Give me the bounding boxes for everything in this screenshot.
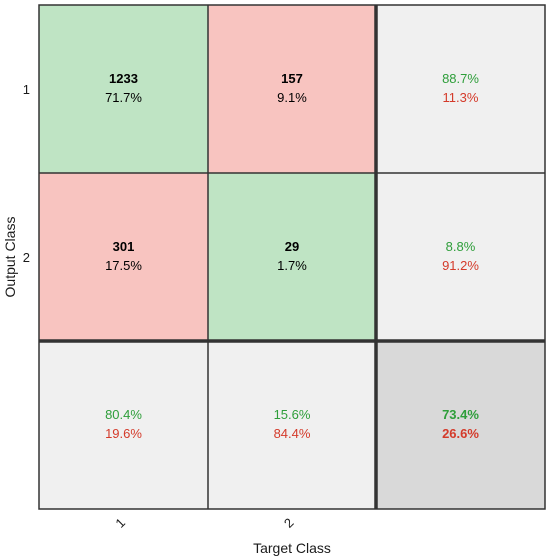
- cell-background: [376, 173, 545, 341]
- cell-count: 29: [285, 239, 299, 254]
- cell-correct-rate: 8.8%: [446, 239, 476, 254]
- y-tick-label-1: 1: [23, 82, 30, 97]
- cell-count: 301: [113, 239, 135, 254]
- cell-count: 157: [281, 71, 303, 86]
- matrix-cell-r3-c1: 80.4% 19.6%: [39, 341, 208, 509]
- cell-count: 1233: [109, 71, 138, 86]
- cell-error-rate: 91.2%: [442, 258, 479, 273]
- plot-border: [38, 4, 546, 510]
- matrix-cell-r3-c3: 73.4% 26.6%: [376, 341, 545, 509]
- cell-error-rate: 26.6%: [442, 426, 479, 441]
- matrix-cell-r1-c2: 157 9.1%: [208, 5, 376, 173]
- cell-percentage: 17.5%: [105, 258, 142, 273]
- matrix-cell-r2-c2: 29 1.7%: [208, 173, 376, 341]
- matrix-cell-r1-c3: 88.7% 11.3%: [376, 5, 545, 173]
- cell-background: [208, 5, 376, 173]
- cell-background: [39, 341, 208, 509]
- cell-percentage: 1.7%: [277, 258, 307, 273]
- cell-background: [376, 341, 545, 509]
- cell-correct-rate: 73.4%: [442, 407, 479, 422]
- matrix-cell-r1-c1: 1233 71.7%: [39, 5, 208, 173]
- cell-correct-rate: 80.4%: [105, 407, 142, 422]
- cell-background: [208, 341, 376, 509]
- matrix-cell-r2-c3: 8.8% 91.2%: [376, 173, 545, 341]
- cell-error-rate: 19.6%: [105, 426, 142, 441]
- matrix-cell-r3-c2: 15.6% 84.4%: [208, 341, 376, 509]
- cell-background: [39, 5, 208, 173]
- y-tick-label-2: 2: [23, 250, 30, 265]
- y-axis-label: Output Class: [2, 217, 18, 298]
- x-axis-label: Target Class: [253, 540, 331, 556]
- x-tick-label-1: 1: [112, 515, 128, 531]
- cell-background: [208, 173, 376, 341]
- matrix-cell-r2-c1: 301 17.5%: [39, 173, 208, 341]
- cell-background: [39, 173, 208, 341]
- cell-percentage: 9.1%: [277, 90, 307, 105]
- cell-background: [376, 5, 545, 173]
- cell-error-rate: 84.4%: [274, 426, 311, 441]
- cell-error-rate: 11.3%: [443, 90, 479, 105]
- x-tick-label-2: 2: [281, 515, 297, 531]
- cell-correct-rate: 15.6%: [274, 407, 311, 422]
- cell-percentage: 71.7%: [105, 90, 142, 105]
- cell-correct-rate: 88.7%: [442, 71, 479, 86]
